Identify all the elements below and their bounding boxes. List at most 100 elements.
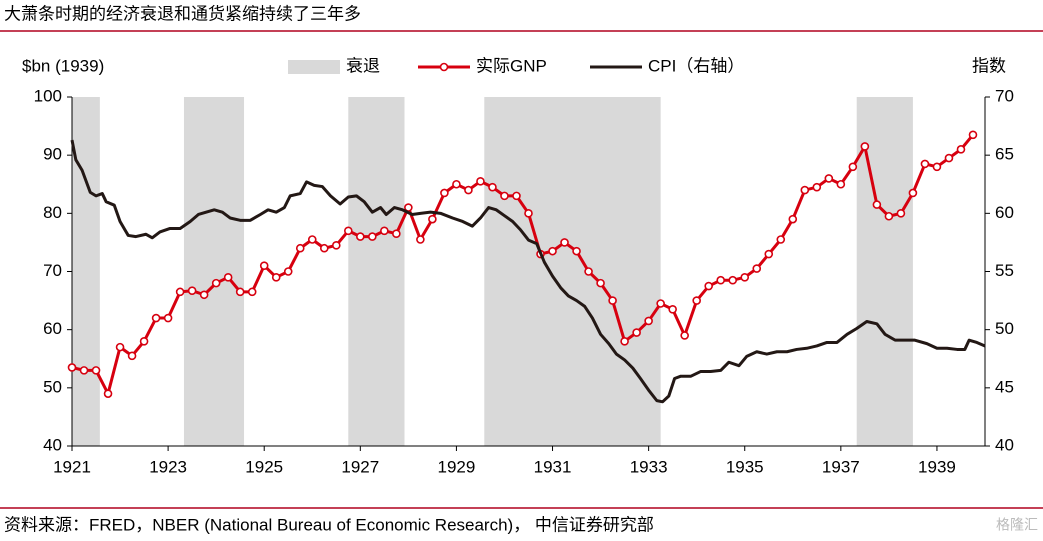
series-marker <box>848 162 858 172</box>
series-marker <box>596 278 605 288</box>
series-marker <box>416 235 425 244</box>
y-tick-label: 60 <box>43 319 62 338</box>
y-tick-label: 70 <box>43 261 62 280</box>
series-marker <box>680 331 689 340</box>
series-marker <box>199 290 209 300</box>
series-marker <box>740 273 750 282</box>
series-marker <box>476 177 485 186</box>
series-marker <box>91 366 101 375</box>
y-tick-label: 50 <box>43 377 62 396</box>
series-marker <box>103 389 113 398</box>
series-marker <box>704 281 713 291</box>
y-tick-label: 100 <box>34 86 62 105</box>
series-marker <box>776 235 786 244</box>
recession-band <box>183 97 245 446</box>
series-marker <box>764 249 774 259</box>
series-marker <box>440 188 449 198</box>
series-marker <box>884 211 894 221</box>
series-marker <box>235 287 245 297</box>
series-marker <box>632 328 641 337</box>
series-marker <box>788 214 798 224</box>
y-axis-label: $bn (1939) <box>22 56 104 75</box>
legend-label: 实际GNP <box>476 56 547 75</box>
series-marker <box>824 174 834 183</box>
series-marker <box>860 142 870 151</box>
series-marker <box>800 185 810 195</box>
x-tick-label: 1939 <box>918 457 956 476</box>
series-marker <box>428 214 437 224</box>
y-tick-label: 80 <box>43 203 62 222</box>
recession-band <box>72 97 100 446</box>
y-tick-label: 90 <box>43 145 62 164</box>
series-marker <box>752 264 762 273</box>
x-tick-label: 1937 <box>822 457 860 476</box>
series-marker <box>392 229 401 238</box>
series-marker <box>728 275 738 285</box>
series-marker <box>368 232 377 241</box>
y2-tick-label: 70 <box>995 86 1014 105</box>
series-marker <box>920 159 930 169</box>
y2-tick-label: 65 <box>995 145 1014 164</box>
recession-band <box>348 97 405 446</box>
legend-label: 衰退 <box>346 56 380 75</box>
y2-tick-label: 60 <box>995 203 1014 222</box>
series-marker <box>656 299 665 308</box>
series-marker <box>488 182 497 192</box>
series-line <box>71 133 975 396</box>
series-marker <box>175 287 185 297</box>
series-marker <box>560 238 569 247</box>
series-marker <box>67 363 77 372</box>
series-marker <box>223 273 233 282</box>
y2-tick-label: 40 <box>995 435 1014 454</box>
x-tick-label: 1931 <box>534 457 572 476</box>
series-marker <box>247 287 257 297</box>
legend-label: CPI（右轴） <box>648 56 744 75</box>
x-tick-label: 1925 <box>245 457 283 476</box>
recession-band <box>484 97 661 446</box>
series-marker <box>127 351 137 361</box>
legend-marker <box>439 62 449 72</box>
series-line <box>70 139 986 404</box>
x-tick-label: 1933 <box>630 457 668 476</box>
series-marker <box>344 226 353 236</box>
legend-swatch <box>288 60 340 74</box>
series-marker <box>271 273 281 282</box>
series-marker <box>464 185 473 195</box>
series-marker <box>295 243 305 253</box>
series-marker <box>836 179 846 189</box>
y2-tick-label: 55 <box>995 261 1014 280</box>
series-marker <box>908 188 918 198</box>
series-marker <box>211 278 221 288</box>
series-marker <box>187 286 197 295</box>
series-marker <box>331 241 341 250</box>
x-tick-label: 1927 <box>341 457 379 476</box>
series-marker <box>500 191 509 201</box>
y-tick-label: 40 <box>43 435 62 454</box>
series-marker <box>452 179 461 189</box>
x-tick-label: 1929 <box>438 457 476 476</box>
series-marker <box>79 366 89 375</box>
series-marker <box>356 232 365 241</box>
y2-axis-label: 指数 <box>972 56 1006 75</box>
series-marker <box>692 296 701 305</box>
series-marker <box>380 226 389 236</box>
series-marker <box>163 313 173 323</box>
series-marker <box>956 145 966 154</box>
series-marker <box>812 182 822 192</box>
series-marker <box>608 296 617 305</box>
series-marker <box>512 191 521 201</box>
series-marker <box>524 209 533 218</box>
series-marker <box>716 275 726 285</box>
chart-title: 大萧条时期的经济衰退和通货紧缩持续了三年多 <box>4 4 361 23</box>
x-tick-label: 1921 <box>53 457 91 476</box>
series-marker <box>932 162 942 172</box>
series-marker <box>259 261 269 270</box>
series-marker <box>151 313 161 323</box>
source: 资料来源：FRED，NBER (National Bureau of Econo… <box>4 515 654 534</box>
series-marker <box>307 235 317 244</box>
series-marker <box>872 200 882 209</box>
series-marker <box>620 336 629 346</box>
series-marker <box>139 336 149 346</box>
series-marker <box>584 267 593 276</box>
